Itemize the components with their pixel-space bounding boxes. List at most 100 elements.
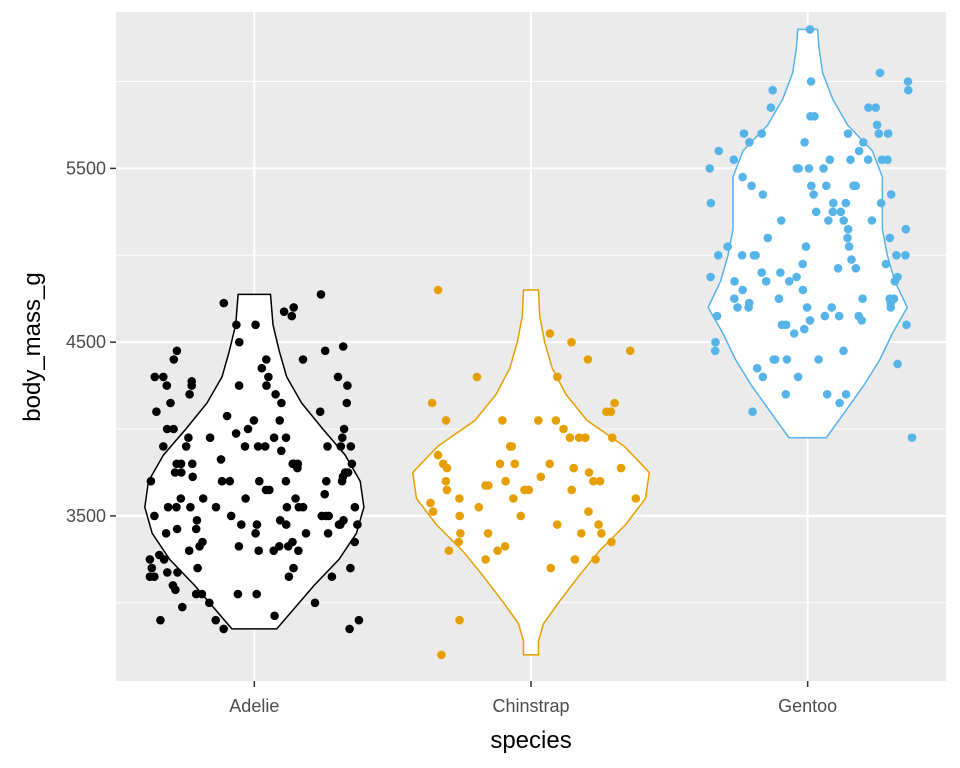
point-gentoo: [733, 303, 742, 312]
point-gentoo: [822, 181, 831, 191]
point-adelie: [345, 624, 354, 634]
point-gentoo: [793, 372, 803, 382]
point-adelie: [316, 290, 326, 299]
point-adelie: [262, 381, 271, 390]
point-gentoo: [833, 264, 843, 273]
point-chinstrap: [567, 485, 576, 495]
point-chinstrap: [441, 416, 451, 425]
point-adelie: [322, 476, 331, 486]
point-gentoo: [843, 129, 853, 138]
point-chinstrap: [442, 485, 452, 495]
y-tick-label: 3500: [66, 506, 106, 526]
point-chinstrap: [433, 285, 443, 295]
point-adelie: [150, 572, 159, 581]
point-adelie: [172, 502, 181, 512]
point-gentoo: [800, 138, 809, 147]
point-chinstrap: [569, 463, 578, 473]
point-gentoo: [901, 224, 911, 234]
point-adelie: [234, 381, 244, 390]
point-adelie: [320, 489, 330, 499]
point-adelie: [277, 398, 286, 408]
point-adelie: [147, 563, 157, 573]
point-adelie: [235, 337, 244, 347]
y-tick-label: 5500: [66, 158, 106, 178]
point-chinstrap: [581, 433, 590, 443]
point-chinstrap: [559, 424, 568, 434]
point-gentoo: [876, 198, 886, 208]
point-chinstrap: [584, 468, 594, 477]
point-adelie: [346, 563, 355, 573]
point-gentoo: [844, 242, 854, 251]
point-adelie: [219, 624, 228, 634]
point-chinstrap: [455, 511, 465, 521]
point-gentoo: [770, 355, 780, 364]
point-adelie: [169, 424, 178, 434]
point-adelie: [173, 568, 182, 577]
point-gentoo: [738, 172, 747, 182]
point-adelie: [252, 589, 261, 599]
point-chinstrap: [574, 433, 584, 443]
point-adelie: [161, 529, 171, 538]
point-gentoo: [907, 433, 917, 443]
point-gentoo: [885, 233, 895, 243]
point-adelie: [162, 381, 172, 390]
point-gentoo: [825, 155, 835, 164]
point-chinstrap: [495, 459, 505, 469]
point-gentoo: [763, 233, 773, 243]
point-gentoo: [712, 311, 722, 321]
point-chinstrap: [456, 529, 465, 538]
point-gentoo: [843, 224, 853, 234]
x-tick-label: Adelie: [229, 696, 279, 716]
point-adelie: [291, 494, 300, 503]
point-adelie: [177, 468, 186, 477]
point-gentoo: [892, 251, 901, 260]
point-adelie: [354, 615, 364, 625]
point-adelie: [176, 494, 186, 503]
point-chinstrap: [481, 481, 490, 490]
point-chinstrap: [583, 355, 593, 364]
point-chinstrap: [553, 372, 562, 382]
point-adelie: [159, 442, 168, 451]
point-adelie: [186, 502, 195, 512]
point-adelie: [146, 476, 156, 486]
point-chinstrap: [545, 459, 554, 469]
point-gentoo: [807, 181, 816, 191]
point-chinstrap: [437, 650, 446, 660]
point-gentoo: [789, 329, 799, 338]
point-adelie: [226, 511, 236, 521]
point-adelie: [271, 390, 280, 399]
point-adelie: [287, 311, 297, 321]
point-chinstrap: [607, 537, 616, 547]
point-adelie: [257, 363, 267, 373]
point-adelie: [315, 407, 325, 417]
point-adelie: [277, 446, 286, 456]
point-adelie: [187, 377, 196, 386]
point-adelie: [353, 520, 362, 529]
point-adelie: [184, 433, 193, 443]
point-chinstrap: [536, 472, 546, 482]
point-gentoo: [834, 311, 844, 321]
point-adelie: [195, 542, 204, 551]
point-adelie: [191, 524, 201, 534]
point-adelie: [289, 303, 299, 312]
point-chinstrap: [493, 546, 502, 555]
point-adelie: [254, 546, 263, 555]
point-adelie: [225, 476, 235, 486]
point-adelie: [338, 433, 347, 443]
point-adelie: [231, 429, 241, 438]
point-gentoo: [819, 164, 828, 173]
point-adelie: [294, 546, 303, 555]
point-gentoo: [851, 181, 860, 191]
point-chinstrap: [524, 485, 534, 495]
point-chinstrap: [534, 416, 543, 425]
x-tick-label: Chinstrap: [492, 696, 569, 716]
jitter-points: [145, 25, 917, 660]
point-gentoo: [883, 129, 893, 138]
y-tick-label: 4500: [66, 332, 106, 352]
point-chinstrap: [426, 498, 435, 508]
point-gentoo: [890, 277, 900, 286]
point-adelie: [232, 320, 241, 330]
point-adelie: [264, 372, 273, 382]
point-adelie: [159, 372, 168, 382]
